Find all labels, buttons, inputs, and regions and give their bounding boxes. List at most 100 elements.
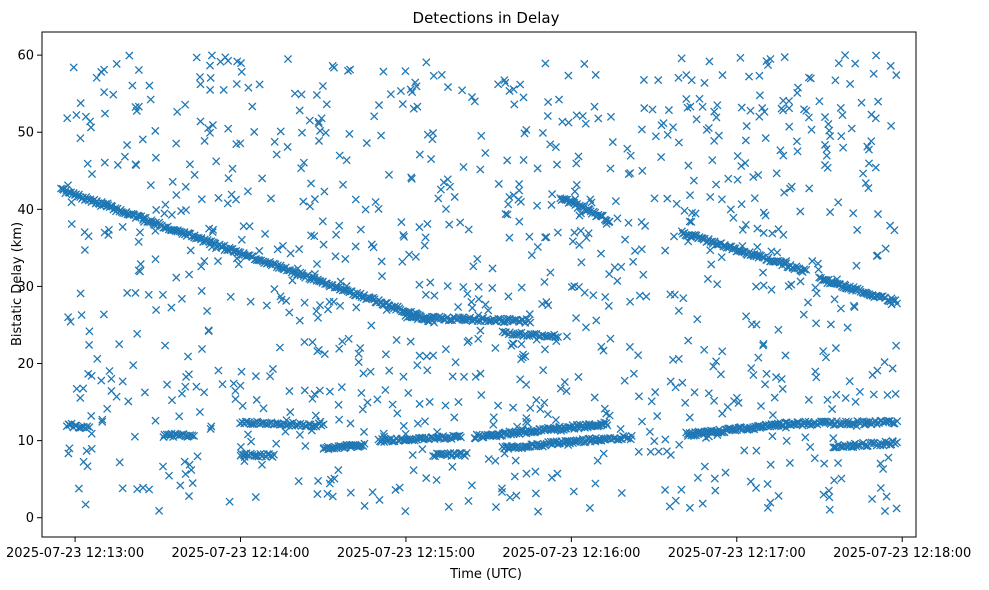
clutter-point-1783 (721, 468, 730, 477)
clutter-point-1824 (476, 369, 485, 378)
clutter-point-1957 (64, 313, 73, 322)
clutter-point-1447 (248, 102, 257, 111)
clutter-point-1475 (152, 305, 161, 315)
clutter-point-1469 (737, 200, 746, 209)
clutter-point-1742 (599, 346, 608, 355)
clutter-point-1376 (578, 111, 587, 121)
clutter-point-1879 (318, 81, 327, 91)
clutter-point-1293 (687, 76, 696, 85)
clutter-point-1887 (428, 135, 437, 144)
clutter-point-2083 (310, 269, 319, 279)
clutter-point-1676 (207, 51, 216, 60)
clutter-point-2149 (100, 158, 109, 167)
clutter-point-1963 (374, 204, 383, 213)
clutter-point-2000 (134, 102, 143, 111)
clutter-point-2070 (690, 388, 699, 397)
clutter-point-1894 (505, 493, 515, 502)
clutter-point-1528 (338, 180, 348, 189)
clutter-point-1729 (812, 289, 821, 298)
clutter-point-1597 (450, 192, 459, 201)
clutter-point-2139 (533, 201, 542, 210)
clutter-point-2052 (759, 341, 768, 350)
clutter-point-1483 (682, 94, 691, 104)
clutter-point-2027 (514, 195, 523, 204)
clutter-point-1915 (759, 228, 768, 237)
clutter-point-1575 (354, 358, 363, 367)
clutter-point-2050 (337, 383, 346, 392)
clutter-point-1339 (295, 106, 304, 115)
clutter-point-1370 (197, 262, 206, 271)
clutter-point-1517 (551, 415, 560, 425)
clutter-point-1831 (581, 119, 590, 128)
clutter-point-1214 (685, 413, 694, 422)
clutter-point-1994 (723, 402, 732, 412)
clutter-point-1509 (755, 71, 764, 80)
clutter-point-1799 (772, 169, 781, 178)
clutter-point-2102 (98, 417, 107, 426)
clutter-point-1754 (491, 502, 501, 512)
clutter-point-1798 (519, 155, 528, 165)
clutter-point-1458 (258, 174, 267, 183)
clutter-point-1811 (570, 187, 579, 196)
clutter-point-1765 (82, 446, 91, 455)
clutter-point-1414 (204, 124, 213, 133)
y-tick-label-6: 60 (17, 49, 34, 64)
clutter-point-2063 (650, 437, 659, 446)
clutter-point-1553 (133, 329, 142, 338)
clutter-point-1282 (580, 59, 589, 68)
clutter-point-2048 (322, 100, 331, 109)
clutter-point-1492 (488, 264, 497, 273)
clutter-point-2039 (732, 393, 741, 402)
clutter-point-1655 (421, 233, 430, 242)
clutter-point-1538 (834, 458, 843, 468)
clutter-point-2161 (437, 70, 446, 79)
clutter-point-1313 (448, 462, 457, 471)
clutter-point-1706 (359, 369, 368, 378)
clutter-point-1326 (67, 198, 76, 207)
low-track-12km-point-574 (83, 422, 92, 431)
clutter-point-1978 (717, 253, 726, 262)
clutter-point-1746 (163, 380, 172, 389)
clutter-point-1728 (517, 355, 526, 364)
clutter-point-1878 (273, 245, 282, 254)
clutter-point-1398 (654, 447, 663, 456)
clutter-point-2165 (299, 158, 308, 167)
clutter-point-1657 (832, 390, 841, 399)
clutter-point-1948 (164, 471, 174, 480)
clutter-point-1432 (418, 445, 427, 454)
clutter-point-1611 (734, 398, 743, 407)
clutter-point-2035 (236, 381, 245, 390)
clutter-point-1882 (381, 350, 390, 359)
clutter-point-1991 (481, 300, 490, 309)
flat-track-24km-point-364 (530, 329, 539, 338)
clutter-point-2104 (193, 452, 202, 461)
clutter-point-1443 (146, 95, 155, 104)
clutter-point-1984 (837, 132, 846, 141)
clutter-point-1387 (240, 452, 249, 462)
clutter-point-1508 (262, 301, 271, 310)
clutter-point-1344 (228, 164, 237, 173)
clutter-point-1809 (471, 372, 480, 381)
clutter-point-2076 (772, 373, 781, 382)
clutter-point-1524 (484, 306, 493, 315)
clutter-point-2020 (206, 73, 215, 82)
clutter-point-1183 (620, 376, 629, 385)
clutter-point-2095 (443, 281, 452, 291)
clutter-point-2081 (621, 235, 630, 244)
clutter-point-1179 (282, 296, 291, 305)
clutter-point-1624 (733, 151, 742, 161)
clutter-point-2015 (423, 366, 432, 375)
clutter-point-1925 (741, 220, 750, 229)
clutter-point-2099 (80, 228, 89, 237)
clutter-point-1816 (867, 137, 876, 146)
clutter-point-2008 (397, 218, 406, 227)
clutter-point-1976 (883, 390, 892, 400)
clutter-point-1470 (214, 193, 223, 202)
clutter-point-1278 (503, 314, 512, 323)
clutter-point-1673 (834, 198, 843, 207)
clutter-point-1727 (134, 237, 143, 246)
clutter-point-2041 (509, 85, 518, 94)
clutter-point-1361 (346, 419, 355, 428)
clutter-point-1593 (532, 396, 541, 405)
clutter-point-1961 (135, 228, 145, 237)
